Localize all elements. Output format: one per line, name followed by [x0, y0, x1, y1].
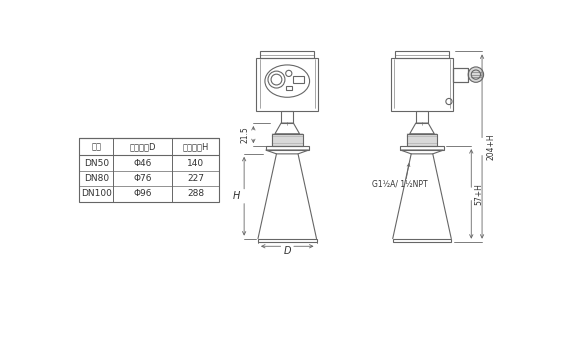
Bar: [79, 138, 219, 202]
Text: DN100: DN100: [81, 190, 112, 198]
Bar: [401, 146, 444, 150]
Bar: [272, 134, 302, 146]
Bar: [395, 52, 449, 58]
Text: 噻口直径D: 噻口直径D: [129, 142, 156, 152]
Bar: [453, 68, 468, 82]
Text: H: H: [233, 191, 241, 201]
Bar: [266, 146, 309, 150]
Text: DN80: DN80: [84, 174, 109, 183]
Text: 140: 140: [187, 159, 204, 167]
Bar: [293, 77, 304, 83]
Text: 57+H: 57+H: [475, 183, 483, 205]
Text: Φ46: Φ46: [133, 159, 152, 167]
Bar: [416, 111, 428, 123]
Text: G1½A/ 1½NPT: G1½A/ 1½NPT: [372, 179, 428, 188]
Bar: [260, 52, 314, 58]
Bar: [281, 111, 293, 123]
Bar: [406, 134, 437, 146]
Text: 227: 227: [187, 174, 204, 183]
Text: Φ96: Φ96: [133, 190, 152, 198]
Text: DN50: DN50: [84, 159, 109, 167]
Circle shape: [468, 67, 483, 82]
Text: 204+H: 204+H: [487, 133, 496, 160]
Bar: [258, 239, 316, 242]
Bar: [286, 86, 292, 91]
Bar: [257, 58, 318, 111]
Text: 噻口高度H: 噻口高度H: [183, 142, 209, 152]
Text: 法兰: 法兰: [91, 142, 101, 152]
Bar: [391, 58, 453, 111]
Text: 21.5: 21.5: [241, 126, 250, 143]
Bar: [393, 239, 451, 242]
Text: 288: 288: [187, 190, 204, 198]
Text: Φ76: Φ76: [133, 174, 152, 183]
Text: D: D: [284, 246, 291, 256]
Bar: [453, 68, 468, 82]
